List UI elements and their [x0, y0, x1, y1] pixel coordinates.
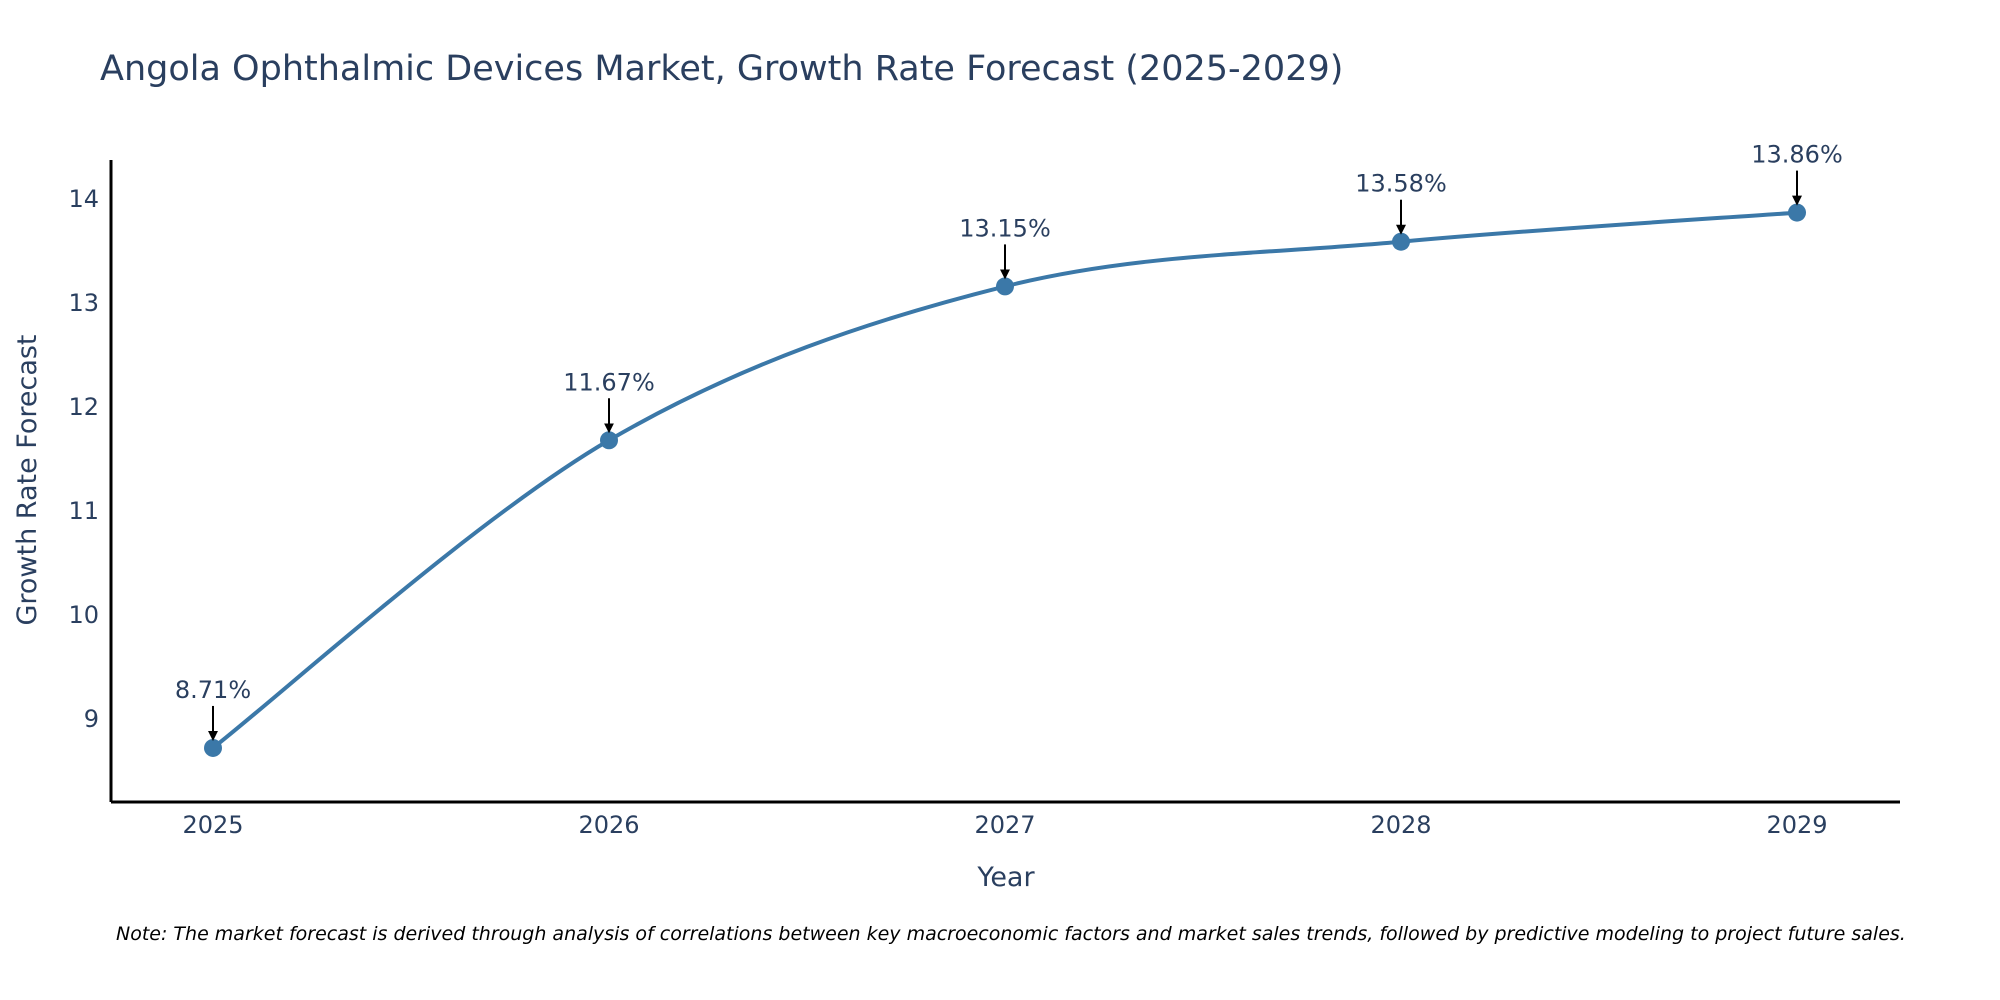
- y-tick-label: 11: [68, 497, 99, 525]
- data-label-2025: 8.71%: [175, 676, 251, 704]
- x-tick-label: 2027: [974, 811, 1035, 839]
- data-point-2025: [204, 738, 222, 757]
- x-axis-ticks: 2025 2026 2027 2028 2029: [182, 811, 1827, 839]
- y-tick-label: 12: [68, 393, 99, 421]
- x-tick-label: 2029: [1766, 811, 1827, 839]
- x-axis-title: Year: [976, 862, 1035, 893]
- data-point-2027: [996, 277, 1014, 296]
- y-tick-label: 14: [68, 185, 99, 213]
- data-point-2028: [1392, 232, 1410, 251]
- data-label-2027: 13.15%: [959, 214, 1051, 242]
- y-axis-title: Growth Rate Forecast: [12, 334, 43, 625]
- data-points: [204, 203, 1806, 757]
- y-tick-label: 9: [84, 705, 99, 733]
- data-label-2029: 13.86%: [1751, 141, 1843, 169]
- x-tick-label: 2028: [1370, 811, 1431, 839]
- data-point-2029: [1788, 203, 1806, 222]
- data-point-2026: [600, 431, 618, 450]
- data-labels: 8.71% 11.67% 13.15% 13.58% 13.86%: [175, 141, 1843, 741]
- forecast-note: Note: The market forecast is derived thr…: [116, 923, 1906, 945]
- y-tick-label: 10: [68, 601, 99, 629]
- chart-title: Angola Ophthalmic Devices Market, Growth…: [100, 49, 1343, 89]
- x-tick-label: 2026: [578, 811, 639, 839]
- growth-rate-line: [211, 210, 1798, 750]
- data-label-2028: 13.58%: [1355, 170, 1447, 198]
- y-tick-label: 13: [68, 289, 99, 317]
- data-label-2026: 11.67%: [563, 368, 655, 396]
- y-axis-ticks: 9 10 11 12 13 14: [68, 185, 99, 733]
- x-tick-label: 2025: [182, 811, 243, 839]
